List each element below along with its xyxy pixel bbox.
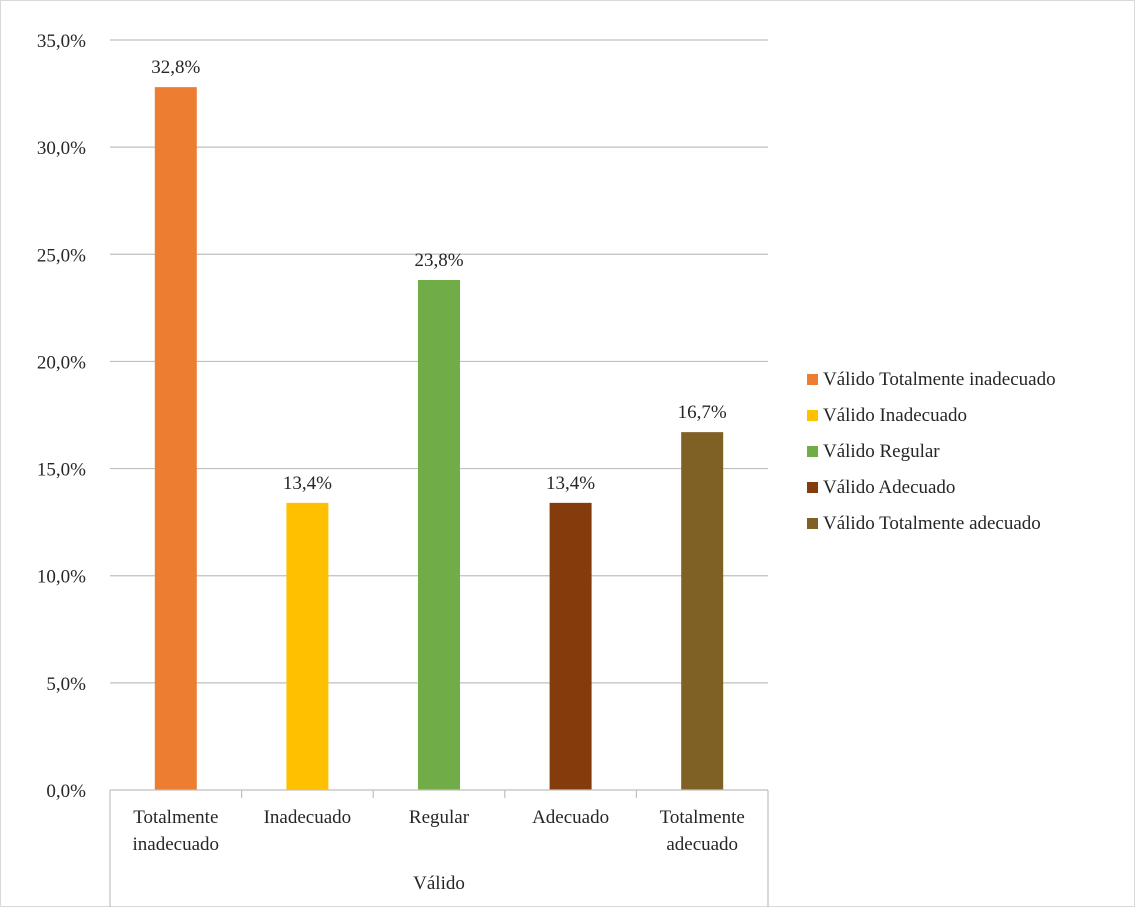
legend-swatch xyxy=(807,374,818,385)
x-group-label: Válido xyxy=(413,873,465,894)
x-tick-label: Adecuado xyxy=(532,807,609,828)
x-tick-label: Totalmente xyxy=(660,807,745,828)
legend: Válido Totalmente inadecuado Válido Inade… xyxy=(807,369,1056,534)
gridlines xyxy=(110,39,768,684)
legend-swatch xyxy=(807,446,818,457)
y-tick-label: 0,0% xyxy=(46,781,86,802)
data-labels: 32,8% 13,4% 23,8% 13,4% 16,7% xyxy=(151,57,727,494)
y-tick-label: 20,0% xyxy=(37,352,86,373)
bar xyxy=(681,432,724,790)
bar xyxy=(418,280,460,790)
y-tick-label: 25,0% xyxy=(37,245,86,266)
y-tick-label: 5,0% xyxy=(46,674,86,695)
legend-label: Válido Adecuado xyxy=(823,477,955,498)
y-tick-label: 10,0% xyxy=(37,567,86,588)
data-label: 23,8% xyxy=(414,250,463,271)
x-tick-label: adecuado xyxy=(666,834,738,855)
data-label: 13,4% xyxy=(546,473,595,494)
legend-swatch xyxy=(807,410,818,421)
data-label: 32,8% xyxy=(151,57,200,78)
legend-label: Válido Regular xyxy=(823,441,940,462)
bars xyxy=(154,87,724,790)
legend-swatch xyxy=(807,482,818,493)
x-tick-label: Inadecuado xyxy=(264,807,352,828)
legend-label: Válido Totalmente inadecuado xyxy=(823,369,1056,390)
x-tick-label: Regular xyxy=(409,807,470,828)
data-label: 16,7% xyxy=(678,402,727,423)
y-axis-tick-labels: 0,0% 5,0% 10,0% 15,0% 20,0% 25,0% 30,0% 35,0% xyxy=(37,31,86,802)
y-tick-label: 15,0% xyxy=(37,460,86,481)
x-tick-label: Totalmente xyxy=(133,807,218,828)
bar xyxy=(549,502,592,790)
y-tick-label: 35,0% xyxy=(37,31,86,52)
y-tick-label: 30,0% xyxy=(37,138,86,159)
data-label: 13,4% xyxy=(283,473,332,494)
legend-label: Válido Totalmente adecuado xyxy=(823,513,1041,534)
x-axis: Totalmente inadecuado Inadecuado Regular Ade… xyxy=(109,789,769,907)
bar xyxy=(286,502,329,790)
legend-swatch xyxy=(807,518,818,529)
legend-label: Válido Inadecuado xyxy=(823,405,967,426)
x-tick-label: inadecuado xyxy=(133,834,220,855)
bar xyxy=(154,87,197,790)
